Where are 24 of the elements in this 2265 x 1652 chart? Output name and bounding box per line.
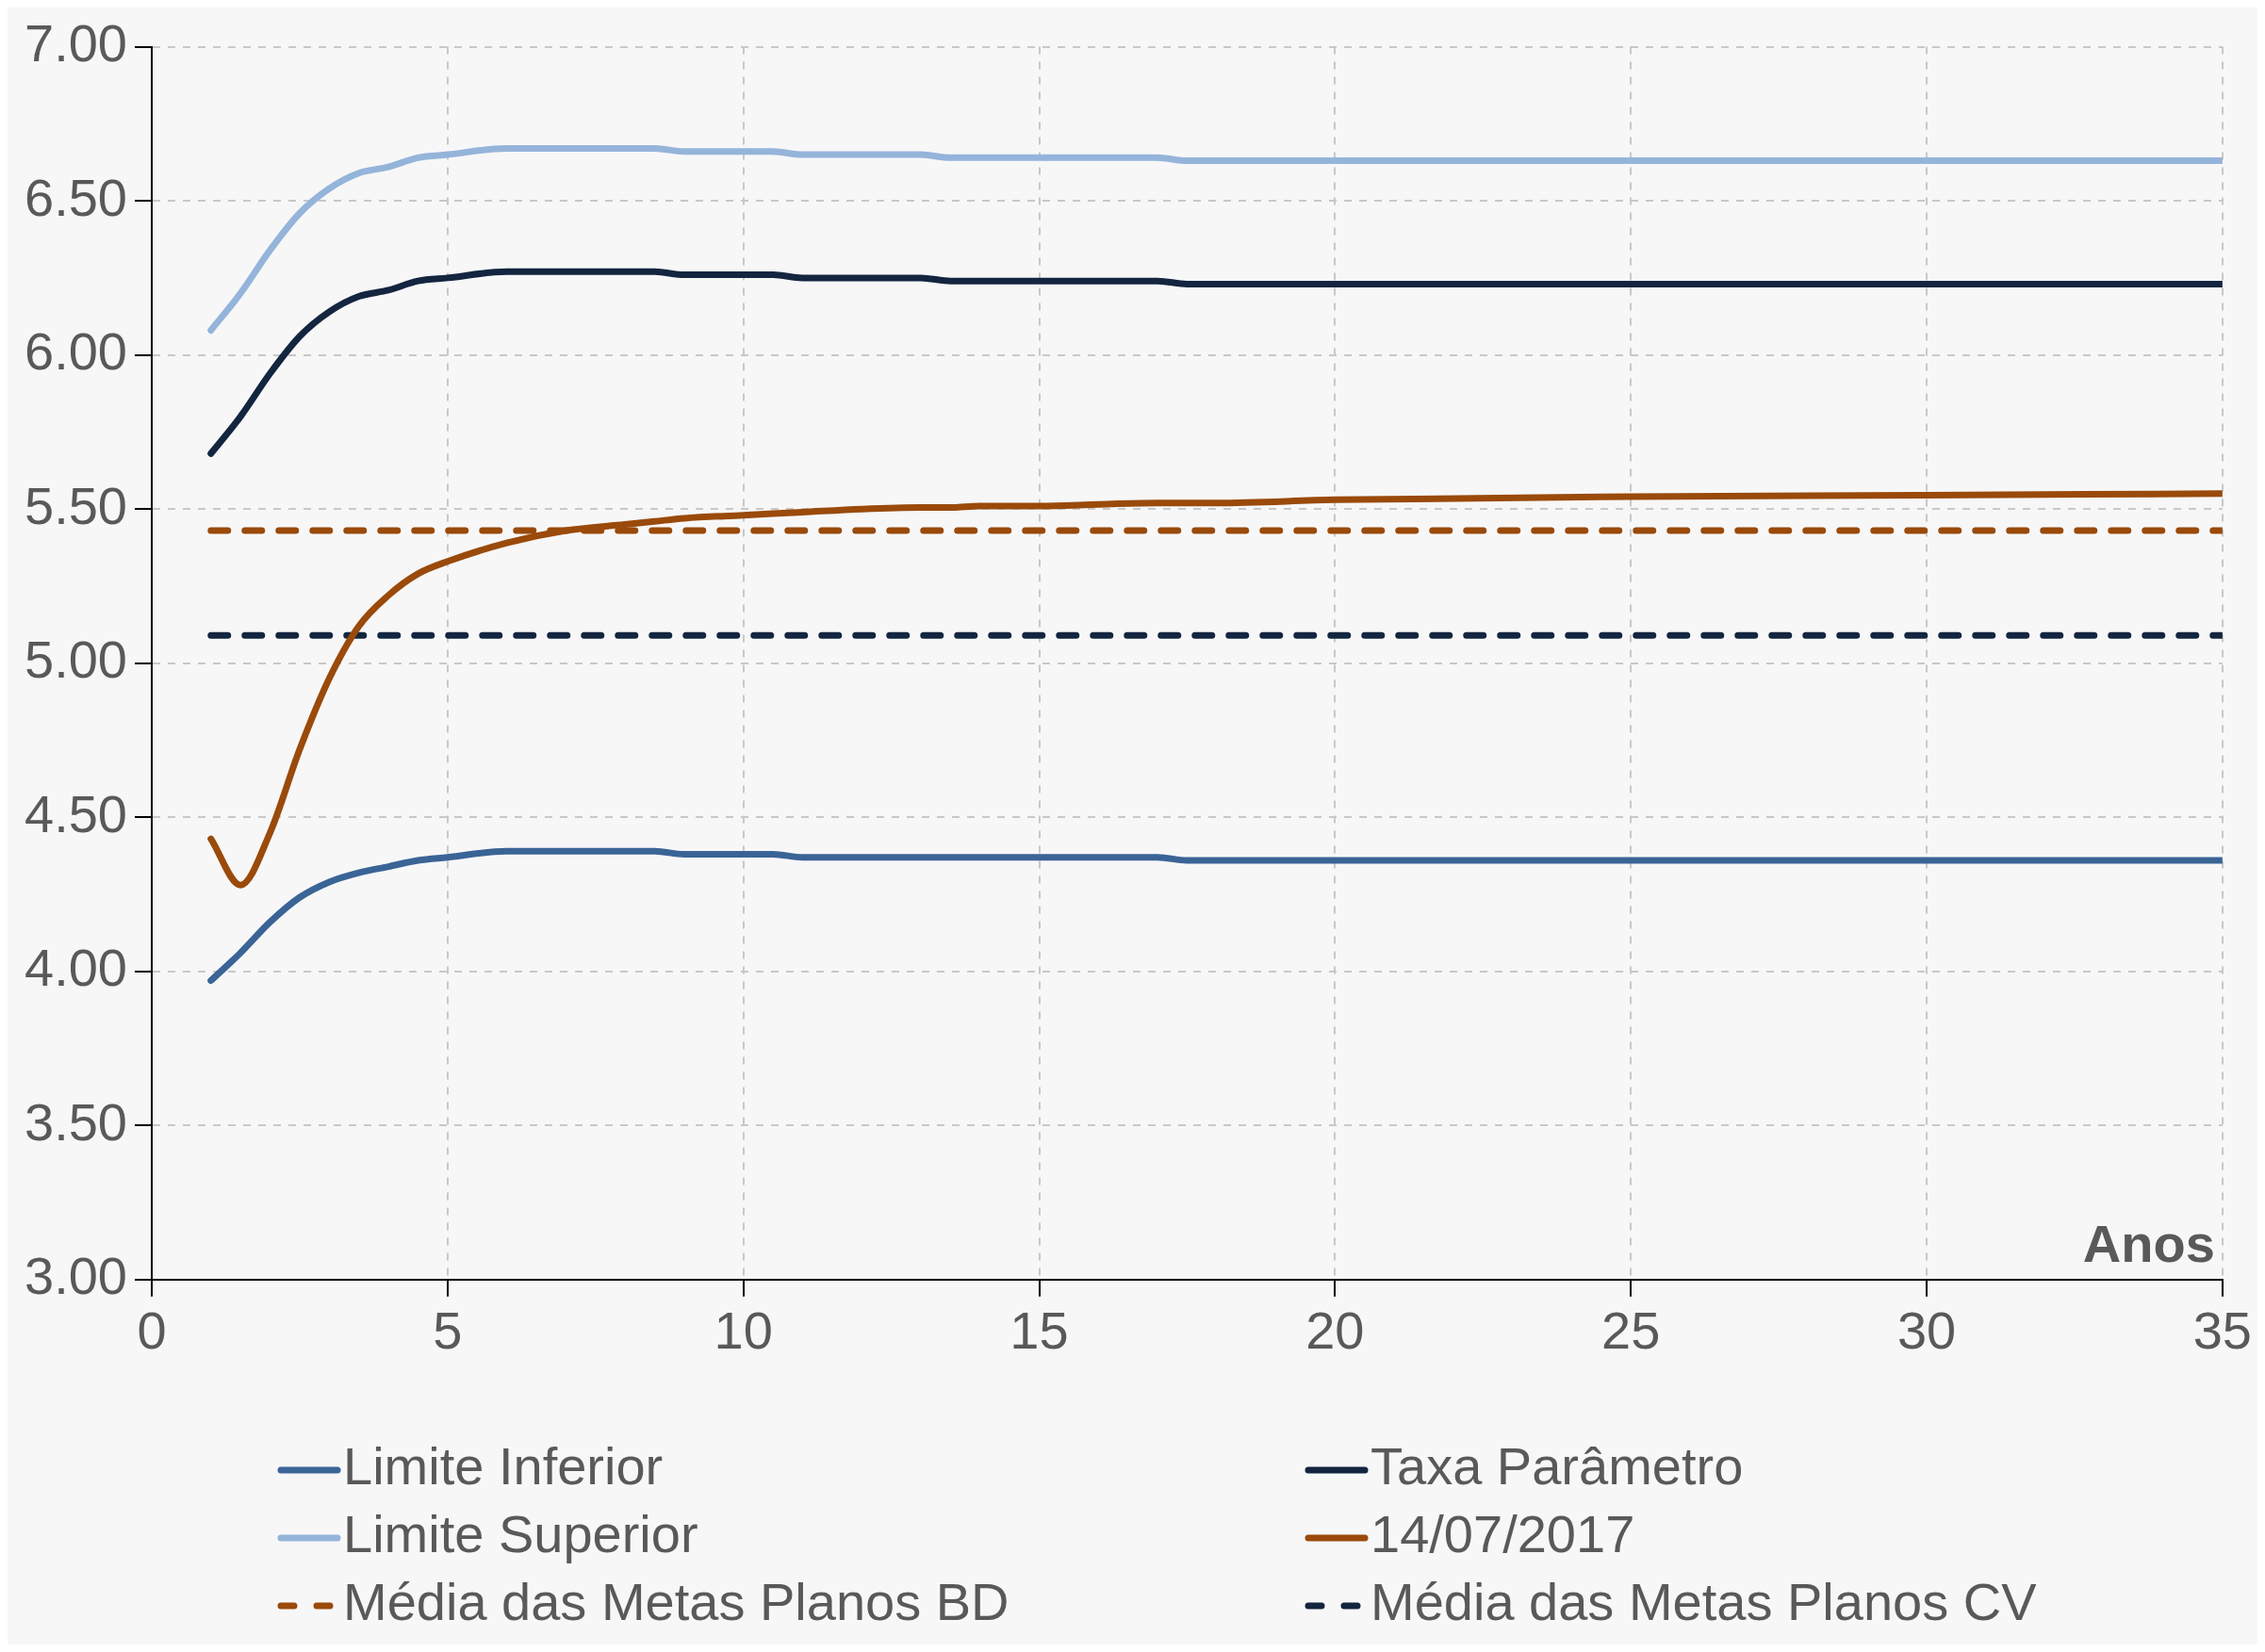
x-tick-label: 35 [2192,1300,2252,1360]
x-tick-label: 5 [433,1300,463,1360]
x-tick-label: 15 [1009,1300,1069,1360]
x-tick-label: 10 [714,1300,773,1360]
y-tick-label: 3.00 [24,1246,127,1306]
x-tick-label: 20 [1305,1300,1365,1360]
legend-label: Limite Inferior [343,1436,664,1497]
y-tick-label: 7.00 [24,13,127,74]
x-tick-label: 0 [137,1300,167,1360]
legend-label: Limite Superior [343,1504,698,1564]
x-axis-title: Anos [2082,1214,2215,1274]
y-tick-label: 5.50 [24,475,127,535]
x-tick-label: 30 [1896,1300,1957,1360]
x-tick-label: 25 [1601,1300,1661,1360]
legend-label: Média das Metas Planos CV [1370,1572,2038,1632]
y-tick-label: 6.50 [24,167,127,227]
legend-label: Média das Metas Planos BD [343,1572,1009,1632]
y-tick-label: 5.00 [24,630,127,690]
y-tick-label: 4.00 [24,938,127,998]
y-tick-label: 4.50 [24,783,127,843]
legend-label: 14/07/2017 [1370,1504,1635,1564]
legend-label: Taxa Parâmetro [1370,1436,1744,1497]
y-tick-label: 3.50 [24,1091,127,1152]
y-tick-label: 6.00 [24,321,127,382]
